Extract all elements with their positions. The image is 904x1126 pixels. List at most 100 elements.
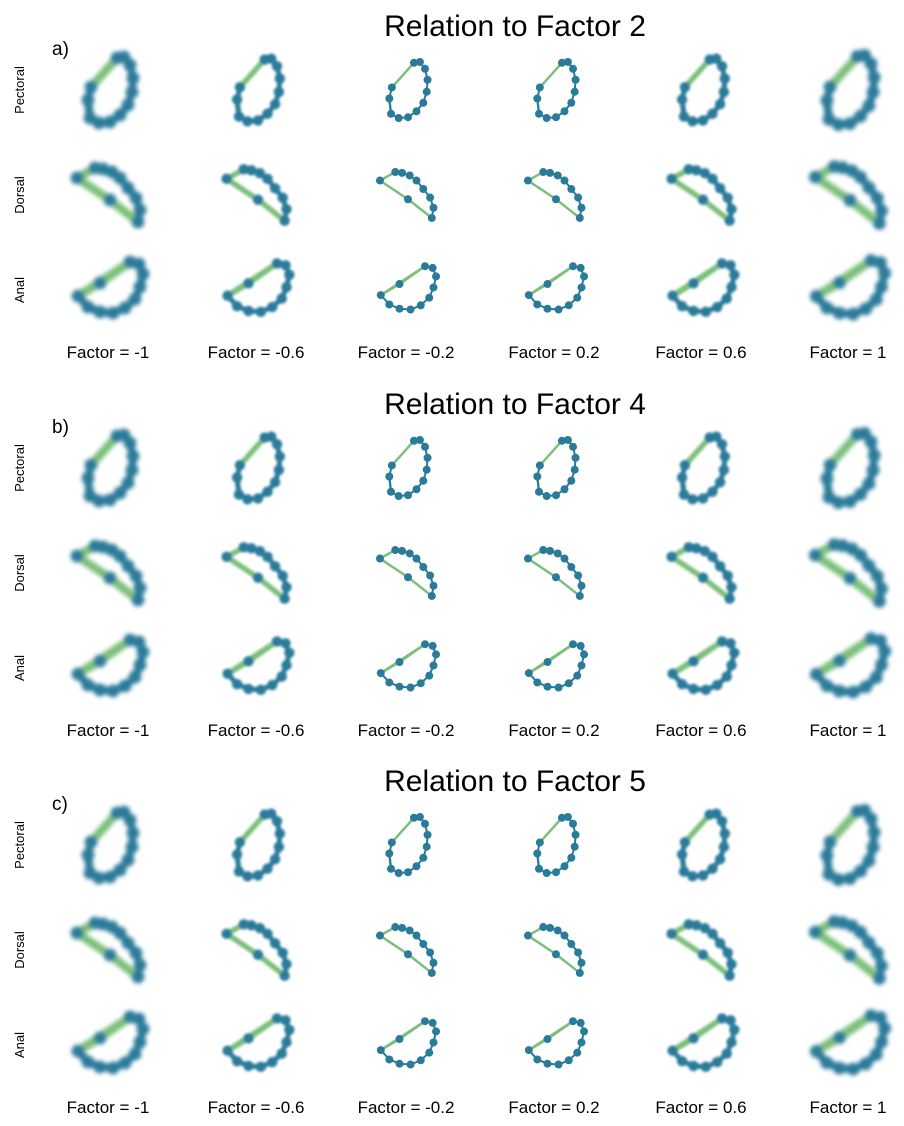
landmark — [822, 491, 836, 504]
landmark — [820, 301, 834, 315]
landmark — [699, 545, 711, 557]
landmark — [412, 485, 421, 494]
landmark — [822, 868, 836, 881]
fin-ray — [378, 557, 410, 579]
landmark — [419, 853, 428, 862]
landmark — [419, 185, 428, 194]
landmark — [133, 581, 147, 595]
landmark — [866, 85, 880, 99]
landmark — [231, 300, 243, 312]
landmark — [427, 213, 436, 222]
landmark — [269, 854, 281, 865]
landmark — [577, 661, 586, 670]
landmark — [254, 922, 266, 934]
row-label: Anal — [12, 655, 27, 681]
row-label: Dorsal — [12, 176, 27, 214]
fin-ray — [72, 928, 115, 960]
landmark — [676, 678, 688, 690]
landmark — [573, 293, 582, 302]
landmark — [271, 61, 283, 72]
landmark — [716, 439, 728, 450]
landmark — [577, 283, 586, 292]
landmark — [810, 289, 823, 303]
landmark — [574, 193, 583, 202]
fin-shape — [81, 50, 140, 130]
landmark — [423, 453, 432, 462]
landmark — [729, 269, 740, 280]
landmark — [564, 301, 573, 310]
landmark — [862, 477, 876, 491]
landmark — [577, 1038, 586, 1047]
landmark — [121, 559, 135, 573]
fin-ray — [554, 576, 582, 598]
landmark — [533, 849, 542, 858]
fin-ray — [255, 575, 288, 602]
landmark — [721, 293, 732, 304]
fin-ray — [255, 197, 288, 224]
landmark — [577, 203, 586, 212]
column-label: Factor = -0.6 — [208, 1098, 305, 1117]
landmark — [833, 654, 846, 668]
landmark — [878, 1021, 892, 1035]
landmark — [691, 920, 702, 931]
landmark — [277, 947, 288, 959]
landmark — [563, 435, 572, 444]
fin-ray — [538, 61, 564, 89]
landmark — [262, 486, 273, 497]
landmark — [376, 291, 385, 300]
landmark — [725, 638, 736, 649]
landmark — [823, 458, 837, 472]
landmark — [570, 465, 579, 474]
landmark — [429, 581, 438, 590]
fin-ray — [237, 56, 268, 90]
landmark — [427, 968, 436, 977]
landmark — [83, 489, 97, 503]
landmark — [266, 53, 277, 64]
landmark — [103, 948, 117, 962]
landmark — [254, 545, 266, 557]
landmark — [808, 170, 822, 184]
landmark — [262, 863, 273, 874]
fin-shape — [666, 542, 737, 604]
column-label: Factor = 0.2 — [508, 721, 599, 740]
landmark — [113, 108, 127, 122]
landmark — [409, 436, 418, 445]
landmark — [552, 573, 560, 582]
landmark — [125, 840, 139, 854]
landmark — [404, 950, 412, 959]
landmark — [243, 683, 254, 695]
fin-ray — [379, 1019, 427, 1052]
fin-shape — [810, 254, 892, 321]
landmark — [726, 959, 737, 970]
fin-shape — [221, 164, 292, 226]
landmark — [428, 1018, 437, 1027]
fin-shape — [222, 636, 295, 696]
landmark — [676, 94, 688, 105]
landmark — [729, 647, 740, 658]
landmark — [575, 968, 584, 977]
landmark — [535, 83, 544, 92]
landmark — [567, 185, 576, 194]
row-label: Anal — [12, 1032, 27, 1058]
landmark — [666, 551, 677, 563]
landmark — [846, 1062, 860, 1076]
landmark — [238, 542, 249, 553]
landmark — [712, 679, 723, 691]
landmark — [429, 1038, 438, 1047]
landmark — [423, 75, 432, 84]
landmark — [859, 1057, 873, 1071]
landmark — [574, 948, 583, 957]
landmark — [843, 117, 857, 130]
fin-ray — [237, 811, 268, 845]
fin-shape — [523, 168, 586, 222]
landmark — [832, 496, 845, 510]
landmark — [428, 263, 437, 272]
landmark — [376, 669, 385, 678]
landmark — [870, 191, 884, 205]
landmark — [679, 81, 691, 93]
landmark — [419, 98, 428, 107]
column-label: Factor = -1 — [67, 721, 150, 740]
landmark — [873, 216, 886, 230]
landmark — [875, 658, 888, 672]
fin-shape — [375, 168, 438, 222]
